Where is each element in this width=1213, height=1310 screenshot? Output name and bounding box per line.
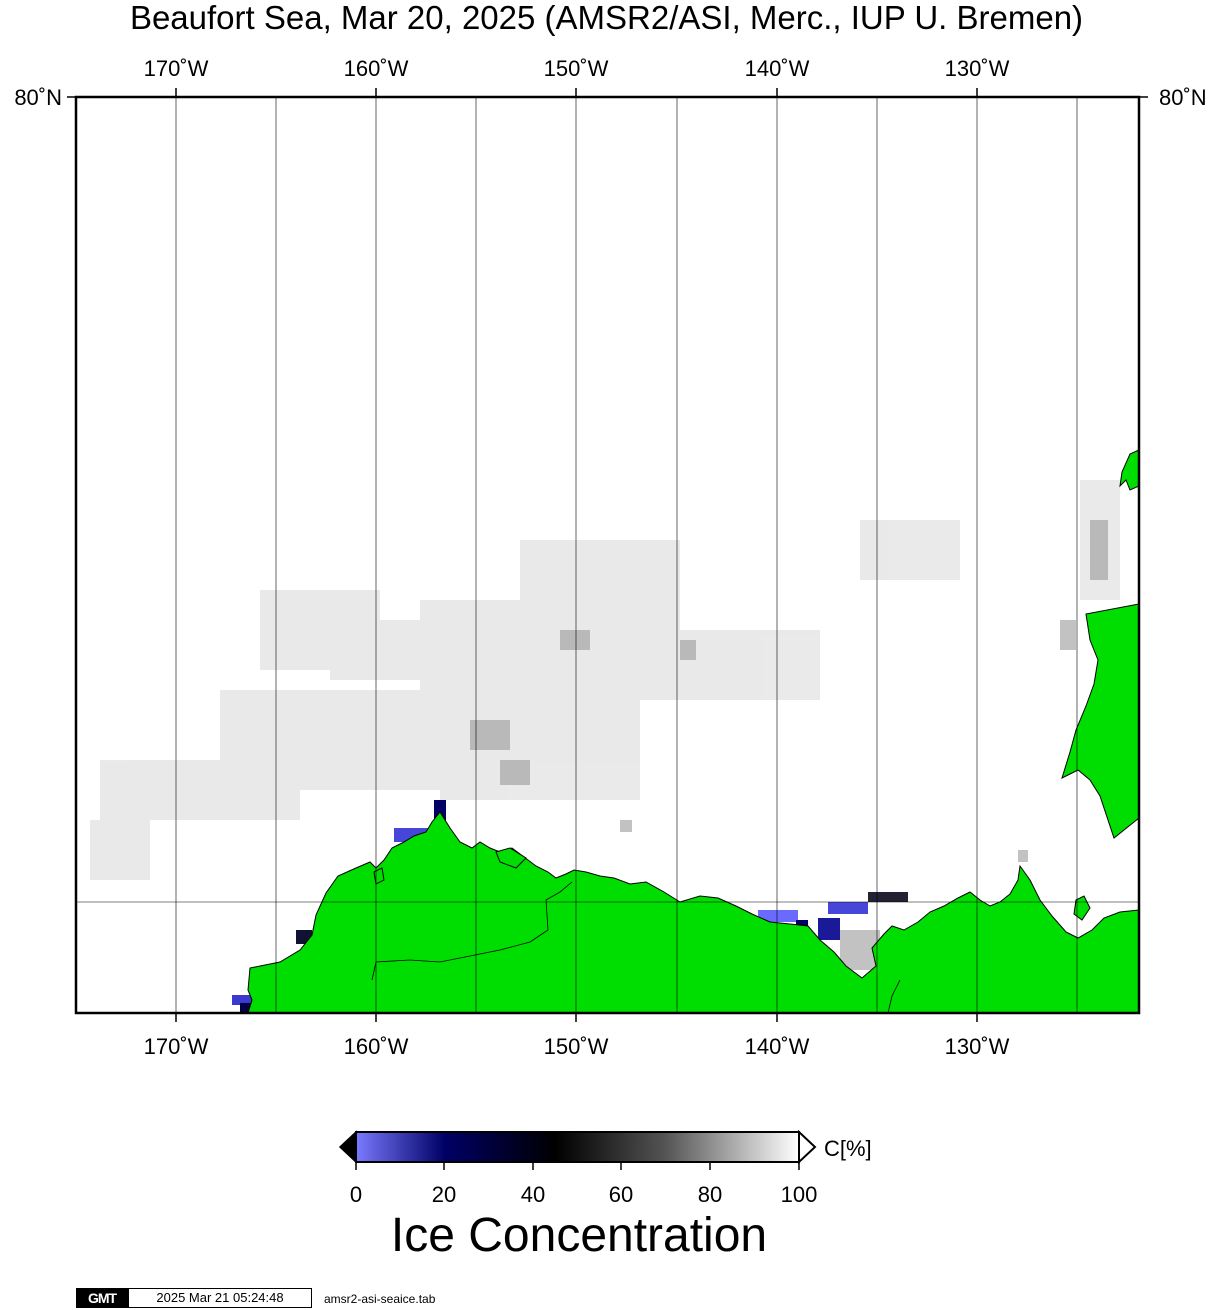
map-title: Beaufort Sea, Mar 20, 2025 (AMSR2/ASI, M… <box>129 0 1084 36</box>
border-line <box>371 881 573 981</box>
colorbar <box>338 1129 817 1170</box>
colorbar-tick-label: 20 <box>431 1182 457 1207</box>
colorbar-unit: C[%] <box>824 1136 872 1161</box>
land-island-coast-left <box>373 867 385 885</box>
lon-label-bottom: 140˚W <box>745 1034 810 1059</box>
lon-label-top: 170˚W <box>144 56 209 81</box>
colorbar-low-arrow <box>338 1130 357 1164</box>
lon-label-bottom: 150˚W <box>544 1034 609 1059</box>
lat-label-left: 80˚N <box>14 85 62 110</box>
colorbar-high-arrow <box>798 1129 817 1165</box>
colorbar-tick-label: 80 <box>697 1182 723 1207</box>
lon-label-bottom: 160˚W <box>344 1034 409 1059</box>
script-name: amsr2-asi-seaice.tab <box>324 1292 436 1306</box>
border-line-east <box>887 979 901 1013</box>
lon-label-bottom: 130˚W <box>945 1034 1010 1059</box>
land-island-barter <box>495 847 527 869</box>
lon-label-top: 150˚W <box>544 56 609 81</box>
frame-ticks <box>67 88 1148 1022</box>
land-northern-island <box>1119 449 1139 491</box>
land-banks-island <box>1061 603 1139 839</box>
graticule <box>76 97 1139 1013</box>
colorbar-tick-label: 40 <box>520 1182 546 1207</box>
colorbar-title: Ice Concentration <box>390 1209 768 1262</box>
timestamp: 2025 Mar 21 05:24:48 <box>128 1288 312 1308</box>
lon-label-top: 130˚W <box>945 56 1010 81</box>
lon-label-bottom: 170˚W <box>144 1034 209 1059</box>
lat-label-right: 80˚N <box>1159 85 1207 110</box>
colorbar-tick-label: 100 <box>780 1182 818 1207</box>
colorbar-gradient <box>355 1131 800 1163</box>
lon-label-top: 140˚W <box>745 56 810 81</box>
colorbar-tick-label: 60 <box>608 1182 634 1207</box>
land-alaska-yukon <box>247 811 1139 1013</box>
map-frame <box>74 95 1141 1015</box>
colorbar-tick-label: 0 <box>349 1182 363 1207</box>
gmt-logo: GMT <box>76 1288 128 1308</box>
lon-label-top: 160˚W <box>344 56 409 81</box>
